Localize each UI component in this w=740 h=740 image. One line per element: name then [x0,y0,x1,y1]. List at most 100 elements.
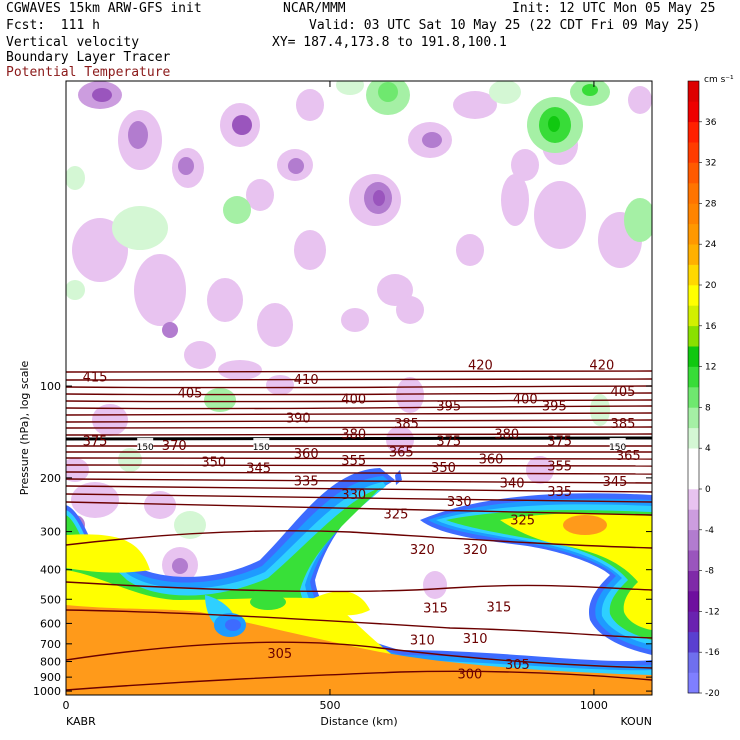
colorbar-label: 28 [705,199,717,209]
colorbar-swatch [688,570,699,592]
colorbar-unit: cm s⁻¹ [704,75,734,85]
theta-label: 360 [294,447,319,462]
reference-line-150hpa [66,436,652,441]
theta-label: 310 [463,632,488,647]
theta-label: 355 [341,454,366,469]
colorbar-swatch [688,631,699,653]
colorbar-swatch [688,305,699,327]
colorbar-label: 4 [705,444,711,454]
theta-label: 300 [457,667,482,682]
colorbar-swatch [688,468,699,490]
colorbar-swatch [688,366,699,388]
theta-label: 420 [468,359,493,374]
theta-label: 420 [589,359,614,374]
x-axis-title: Distance (km) [320,715,397,728]
colorbar-swatch [688,529,699,551]
valid-time: Valid: 03 UTC Sat 10 May 25 (22 CDT Fri … [309,18,701,33]
colorbar-label: 24 [705,240,717,250]
x-tick-label: 500 [319,699,340,712]
x-tick-label: 0 [63,699,70,712]
model-title: CGWAVES 15km ARW-GFS init [6,1,202,16]
colorbar-swatch [688,244,699,265]
y-tick-label: 700 [40,638,61,651]
colorbar-swatch [688,223,699,245]
colorbar-swatch [688,489,699,510]
field-potential-temperature: Potential Temperature [6,65,171,80]
colorbar-label: -4 [705,526,714,536]
theta-label: 150 [609,443,626,453]
theta-label: 385 [394,417,419,432]
theta-label: 325 [510,514,535,529]
theta-label: 315 [486,600,511,615]
y-axis-title: Pressure (hPa), log scale [18,361,31,496]
theta-label: 375 [547,435,572,450]
theta-label: 335 [294,474,319,489]
colorbar-swatch [688,550,699,571]
theta-label: 330 [341,488,366,503]
y-tick-label: 800 [40,656,61,669]
colorbar-swatch [688,183,699,204]
init-time: Init: 12 UTC Mon 05 May 25 [512,1,716,16]
endpoint-left-label: KABR [66,715,96,728]
theta-label-bg [609,437,626,451]
field-vertical-velocity: Vertical velocity [6,35,140,50]
colorbar-swatch [688,264,699,286]
colorbar-label: 0 [705,485,711,495]
endpoint-right-label: KOUN [620,715,652,728]
theta-label: 330 [447,495,472,510]
colorbar-frame [687,80,700,694]
colorbar-label: -12 [705,607,720,617]
theta-label: 380 [341,427,366,442]
theta-label: 400 [513,393,538,408]
colorbar-label: 8 [705,403,711,413]
theta-label: 400 [341,393,366,408]
colorbar-swatch [688,101,699,123]
theta-label: 305 [505,658,530,673]
theta-label: 150 [253,443,270,453]
theta-label: 365 [389,446,414,461]
colorbar-label: 20 [705,281,717,291]
colorbar-swatch [688,387,699,408]
colorbar-label: 12 [705,363,716,373]
colorbar-swatch [688,407,699,429]
theta-label: 320 [463,543,488,558]
theta-contour-labels: 415 405 410 420 420 400 400 405 395 395 390 385 385 3… [83,359,641,683]
colorbar-swatch [688,611,699,633]
theta-label: 360 [479,453,504,468]
theta-label: 385 [611,417,636,432]
theta-label: 370 [162,439,187,454]
theta-label: 310 [410,633,435,648]
theta-label: 415 [83,370,108,385]
cross-section-endpoints: XY= 187.4,173.8 to 191.8,100.1 [272,35,507,50]
vertical-velocity-field [66,81,652,599]
theta-label-bg [137,437,154,451]
plot-frame [65,80,653,696]
theta-label: 150 [137,443,154,453]
colorbar-swatch [688,285,699,306]
theta-label: 365 [616,449,641,464]
theta-label: 345 [246,462,271,477]
colorbar-swatch [688,652,699,673]
x-axis: 0 500 1000 [63,81,608,712]
colorbar-swatch [688,509,699,531]
theta-label: 325 [384,508,409,523]
colorbar-swatch [688,346,699,367]
colorbar-swatch [688,162,699,184]
center-label: NCAR/MMM [283,1,346,16]
colorbar-label: -20 [705,689,720,699]
theta-label: 340 [500,476,525,491]
theta-label: 355 [547,459,572,474]
colorbar-swatch [688,142,699,163]
y-tick-label: 300 [40,526,61,539]
theta-label-bg [253,437,270,451]
forecast-hour: Fcst: 111 h [6,18,100,33]
colorbar-swatch [688,121,699,143]
theta-label: 350 [201,456,226,471]
theta-label: 335 [547,485,572,500]
field-boundary-layer-tracer: Boundary Layer Tracer [6,50,171,65]
theta-label: 305 [267,647,292,662]
plot-area: 415 405 410 420 420 400 400 405 395 395 390 385 385 3… [66,81,652,695]
theta-label: 320 [410,543,435,558]
